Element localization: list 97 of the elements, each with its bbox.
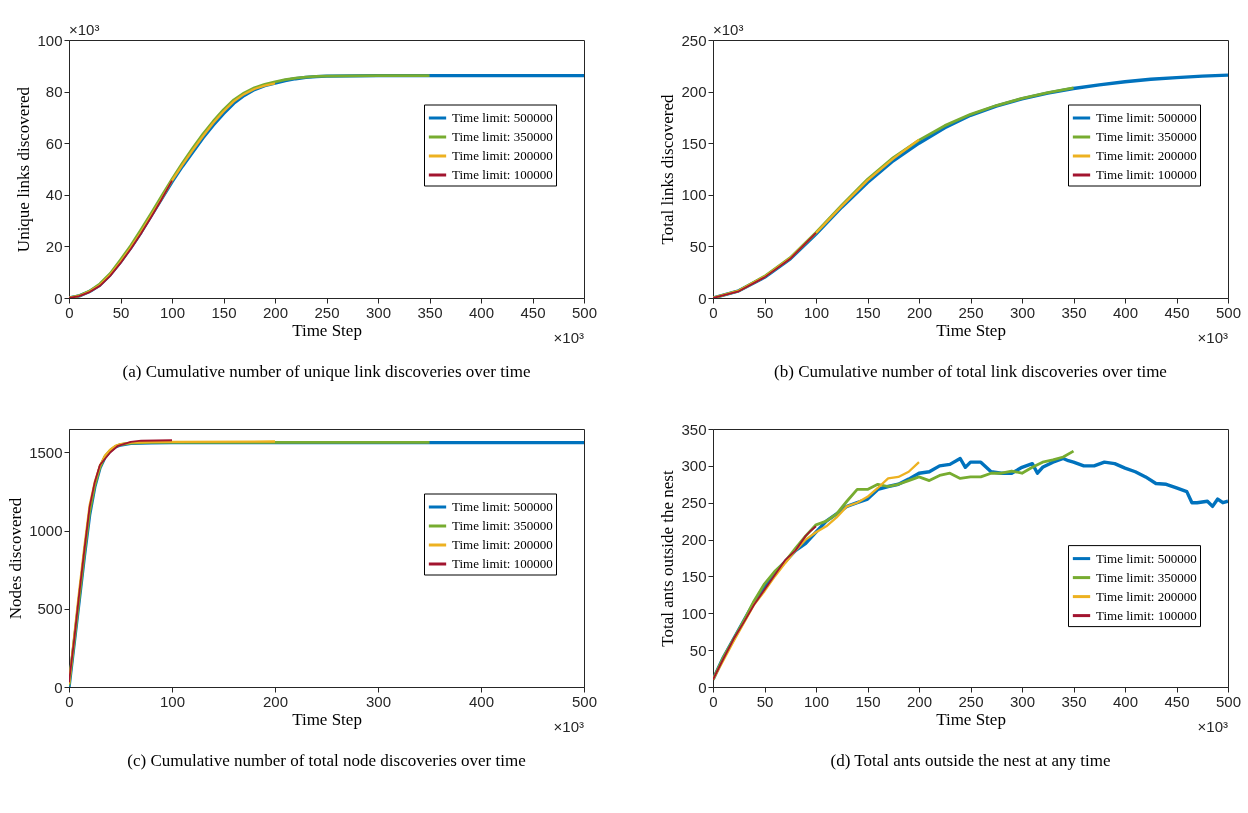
text: ×10³ — [553, 329, 584, 346]
x-tick-label: 200 — [262, 692, 289, 710]
y-tick-label: 0 — [54, 289, 63, 307]
x-tick-label: 200 — [262, 303, 289, 321]
x-tick-label: 500 — [571, 692, 598, 710]
legend-label: Time limit: 100000 — [1096, 607, 1197, 623]
y-tick-label: 100 — [681, 186, 707, 204]
text: (b) Cumulative number of total link discoveries over time — [774, 362, 1167, 381]
x-tick-label: 250 — [958, 692, 984, 710]
x-tick-label: 300 — [1009, 303, 1036, 321]
y-tick-label: 0 — [698, 678, 707, 696]
text: (c) Cumulative number of total node discoveries over time — [127, 751, 526, 770]
text: (d) Total ants outside the nest at any time — [830, 751, 1111, 770]
legend-label: Time limit: 200000 — [1096, 148, 1197, 163]
legend-label: Time limit: 500000 — [452, 499, 553, 514]
y-tick-label: 150 — [681, 567, 707, 585]
y-tick-label: 100 — [37, 31, 63, 49]
x-tick-label: 300 — [365, 303, 392, 321]
x-tick-label: 250 — [958, 303, 984, 321]
y-tick-label: 300 — [681, 457, 707, 475]
x-tick-label: 450 — [520, 303, 546, 321]
y-tick-label: 200 — [681, 83, 707, 101]
x-tick-label: 150 — [211, 303, 237, 321]
x-tick-label: 500 — [1215, 303, 1242, 321]
x-tick-label: 150 — [855, 303, 881, 321]
legend-label: Time limit: 350000 — [1096, 569, 1197, 585]
legend-label: Time limit: 200000 — [1096, 588, 1197, 604]
x-tick-label: 0 — [65, 303, 74, 321]
x-tick-label: 300 — [365, 692, 392, 710]
legend-label: Time limit: 350000 — [452, 518, 553, 533]
x-tick-label: 450 — [1164, 303, 1190, 321]
y-axis-title: Total links discovered — [658, 94, 678, 245]
x-tick-label: 0 — [65, 692, 74, 710]
legend-label: Time limit: 100000 — [1096, 167, 1197, 182]
x-tick-label: 0 — [709, 692, 718, 710]
legend-label: Time limit: 500000 — [452, 110, 553, 125]
y-tick-label: 40 — [45, 186, 63, 204]
y-tick-label: 500 — [37, 600, 63, 618]
y-tick-label: 0 — [54, 678, 63, 696]
x-tick-label: 350 — [1061, 692, 1087, 710]
y-tick-label: 80 — [45, 83, 63, 101]
legend-label: Time limit: 500000 — [1096, 110, 1197, 125]
legend-label: Time limit: 100000 — [452, 556, 553, 571]
text: (a) Cumulative number of unique link discoveries over time — [122, 362, 531, 381]
y-tick-label: 1500 — [29, 443, 63, 461]
x-tick-label: 150 — [855, 692, 881, 710]
y-axis-title: Unique links discovered — [14, 86, 34, 253]
y-tick-label: 50 — [689, 237, 707, 255]
x-axis-title: Time Step — [292, 320, 362, 340]
x-tick-label: 100 — [159, 692, 186, 710]
x-tick-label: 450 — [1164, 692, 1190, 710]
y-tick-label: 250 — [681, 31, 707, 49]
x-tick-label: 50 — [756, 303, 774, 321]
y-tick-label: 250 — [681, 494, 707, 512]
text: ×10³ — [1197, 329, 1228, 346]
text: ×10³ — [713, 21, 744, 38]
x-tick-label: 200 — [906, 692, 933, 710]
x-tick-label: 250 — [314, 303, 340, 321]
y-tick-label: 50 — [689, 641, 707, 659]
text: ×10³ — [69, 21, 100, 38]
legend-label: Time limit: 500000 — [1096, 550, 1197, 566]
x-tick-label: 200 — [906, 303, 933, 321]
y-tick-label: 1000 — [29, 522, 63, 540]
x-tick-label: 50 — [112, 303, 130, 321]
x-tick-label: 400 — [1112, 303, 1139, 321]
y-axis-title: Nodes discovered — [6, 497, 26, 620]
x-tick-label: 300 — [1009, 692, 1036, 710]
x-tick-label: 50 — [756, 692, 774, 710]
x-tick-label: 100 — [803, 303, 830, 321]
legend-label: Time limit: 200000 — [452, 148, 553, 163]
x-tick-label: 100 — [159, 303, 186, 321]
y-tick-label: 350 — [681, 420, 707, 438]
x-axis-title: Time Step — [292, 709, 362, 729]
x-tick-label: 0 — [709, 303, 718, 321]
x-tick-label: 100 — [803, 692, 830, 710]
legend-label: Time limit: 350000 — [452, 129, 553, 144]
y-tick-label: 200 — [681, 531, 707, 549]
x-tick-label: 500 — [1215, 692, 1242, 710]
x-tick-label: 500 — [571, 303, 598, 321]
x-tick-label: 350 — [1061, 303, 1087, 321]
legend-label: Time limit: 200000 — [452, 537, 553, 552]
y-tick-label: 150 — [681, 134, 707, 152]
x-tick-label: 400 — [468, 692, 495, 710]
x-tick-label: 400 — [468, 303, 495, 321]
y-axis-title: Total ants outside the nest — [658, 470, 678, 647]
y-tick-label: 60 — [45, 134, 63, 152]
x-tick-label: 350 — [417, 303, 443, 321]
x-axis-title: Time Step — [936, 320, 1006, 340]
x-axis-title: Time Step — [936, 709, 1006, 729]
text: ×10³ — [553, 718, 584, 735]
y-tick-label: 100 — [681, 604, 707, 622]
y-tick-label: 20 — [45, 237, 63, 255]
text: ×10³ — [1197, 718, 1228, 735]
legend-label: Time limit: 100000 — [452, 167, 553, 182]
x-tick-label: 400 — [1112, 692, 1139, 710]
y-tick-label: 0 — [698, 289, 707, 307]
legend-label: Time limit: 350000 — [1096, 129, 1197, 144]
